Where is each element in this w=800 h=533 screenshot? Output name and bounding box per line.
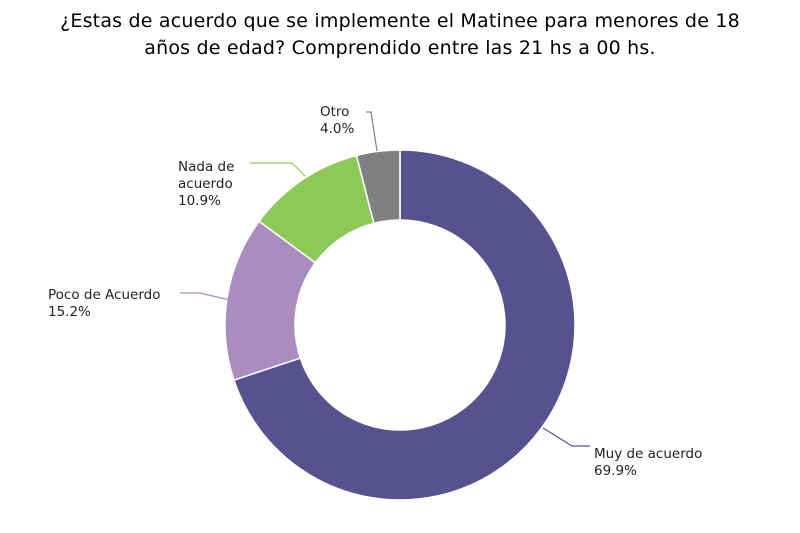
chart-title: ¿Estas de acuerdo que se implemente el M… bbox=[0, 8, 800, 62]
data-label-nada-de-acuerdo: Nada de acuerdo 10.9% bbox=[178, 159, 234, 209]
leader-line-poco-de-acuerdo bbox=[180, 292, 235, 302]
data-label-muy-de-acuerdo: Muy de acuerdo 69.9% bbox=[594, 446, 702, 479]
data-label-otro: Otro 4.0% bbox=[320, 104, 354, 137]
data-label-poco-de-acuerdo: Poco de Acuerdo 15.2% bbox=[48, 287, 160, 320]
leader-line-muy-de-acuerdo bbox=[542, 427, 590, 447]
leader-line-nada-de-acuerdo bbox=[250, 162, 306, 177]
leader-line-otro bbox=[366, 111, 378, 152]
slice-otro bbox=[355, 149, 401, 225]
chart-title-line-1: ¿Estas de acuerdo que se implemente el M… bbox=[60, 10, 740, 32]
slice-muy-de-acuerdo bbox=[232, 149, 576, 501]
chart-title-line-2: años de edad? Comprendido entre las 21 h… bbox=[144, 37, 656, 59]
